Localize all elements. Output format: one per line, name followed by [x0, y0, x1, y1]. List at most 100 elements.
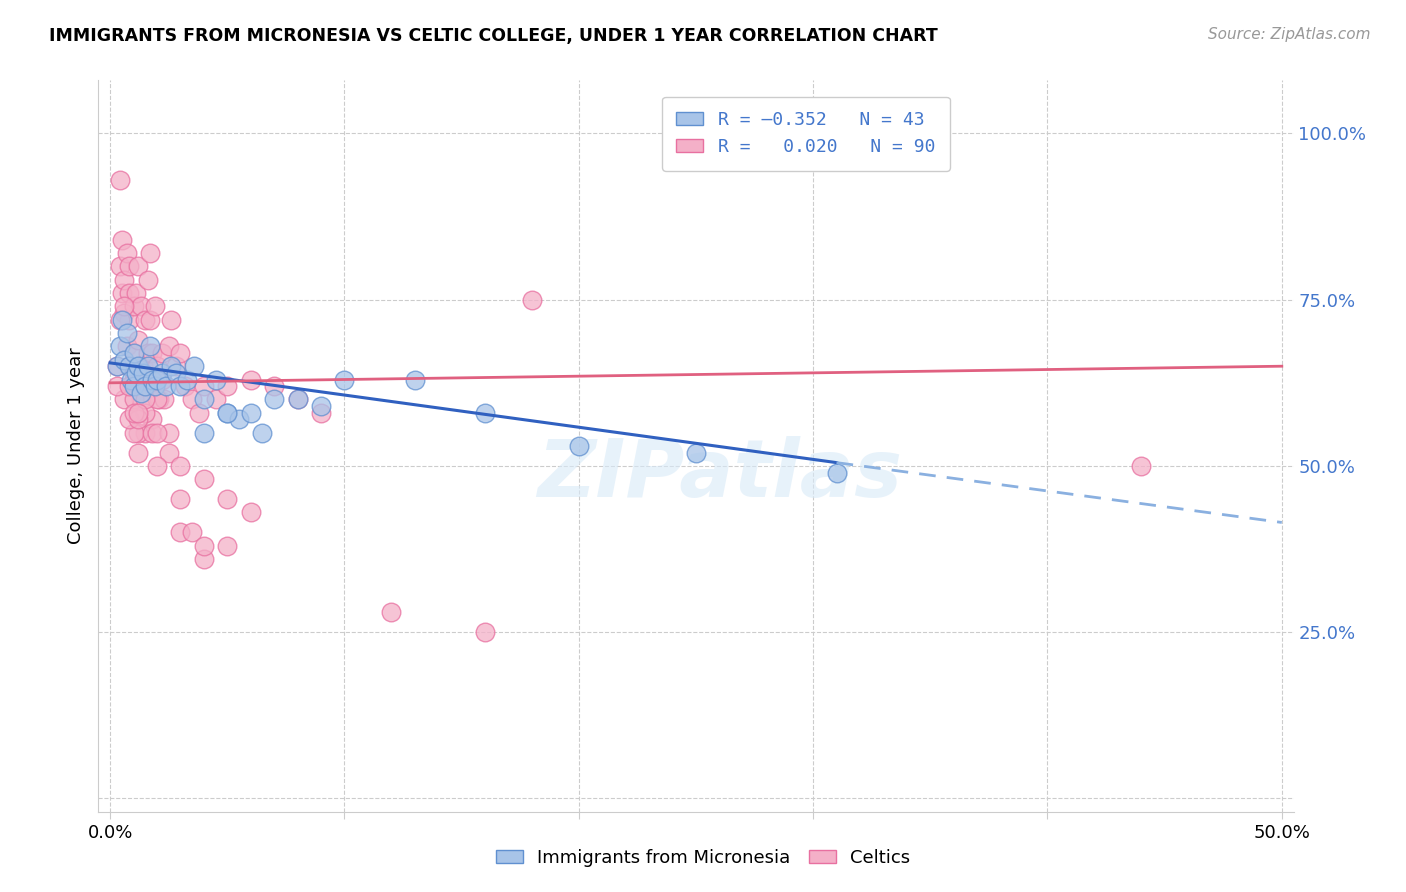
Point: [136, 346, 159, 360]
Point: [108, 260, 131, 274]
Legend: Immigrants from Micronesia, Celtics: Immigrants from Micronesia, Celtics: [488, 842, 918, 874]
Point: [193, 552, 215, 566]
Point: [122, 372, 145, 386]
Point: [134, 379, 156, 393]
Point: [112, 299, 135, 313]
Point: [181, 525, 204, 540]
Point: [169, 346, 191, 360]
Text: IMMIGRANTS FROM MICRONESIA VS CELTIC COLLEGE, UNDER 1 YEAR CORRELATION CHART: IMMIGRANTS FROM MICRONESIA VS CELTIC COL…: [49, 27, 938, 45]
Point: [122, 379, 145, 393]
Point: [118, 359, 141, 374]
Point: [474, 406, 496, 420]
Point: [309, 399, 332, 413]
Point: [136, 359, 159, 374]
Point: [217, 539, 239, 553]
Point: [127, 406, 149, 420]
Point: [118, 312, 141, 326]
Point: [169, 379, 191, 393]
Point: [204, 372, 226, 386]
Point: [193, 379, 215, 393]
Point: [520, 293, 543, 307]
Point: [404, 372, 426, 386]
Point: [141, 346, 163, 360]
Point: [193, 425, 215, 440]
Point: [108, 312, 131, 326]
Point: [204, 392, 226, 407]
Point: [174, 379, 197, 393]
Point: [685, 445, 707, 459]
Point: [825, 466, 848, 480]
Point: [132, 359, 155, 374]
Point: [115, 246, 138, 260]
Point: [118, 359, 141, 374]
Point: [157, 445, 180, 459]
Point: [146, 458, 169, 473]
Point: [115, 339, 138, 353]
Point: [111, 286, 134, 301]
Point: [112, 352, 135, 367]
Point: [120, 379, 142, 393]
Point: [125, 366, 148, 380]
Point: [108, 339, 131, 353]
Point: [127, 425, 149, 440]
Point: [181, 392, 204, 407]
Point: [380, 605, 402, 619]
Point: [217, 406, 239, 420]
Point: [122, 425, 145, 440]
Point: [287, 392, 309, 407]
Point: [134, 425, 156, 440]
Point: [122, 406, 145, 420]
Point: [143, 299, 166, 313]
Point: [263, 392, 285, 407]
Point: [160, 312, 183, 326]
Point: [127, 412, 149, 426]
Point: [134, 392, 156, 407]
Point: [120, 372, 142, 386]
Point: [148, 392, 170, 407]
Point: [108, 173, 131, 187]
Point: [122, 346, 145, 360]
Point: [125, 379, 148, 393]
Point: [146, 392, 169, 407]
Point: [105, 359, 128, 374]
Point: [252, 425, 274, 440]
Point: [118, 286, 141, 301]
Point: [141, 412, 163, 426]
Point: [127, 260, 149, 274]
Point: [157, 425, 180, 440]
Point: [239, 372, 262, 386]
Point: [127, 359, 149, 374]
Point: [127, 333, 149, 347]
Point: [146, 425, 169, 440]
Point: [169, 492, 191, 507]
Text: Source: ZipAtlas.com: Source: ZipAtlas.com: [1208, 27, 1371, 42]
Point: [105, 379, 128, 393]
Point: [118, 260, 141, 274]
Point: [155, 379, 177, 393]
Point: [160, 359, 183, 374]
Point: [127, 406, 149, 420]
Point: [134, 406, 156, 420]
Point: [139, 312, 162, 326]
Point: [146, 359, 169, 374]
Point: [239, 506, 262, 520]
Point: [176, 372, 198, 386]
Point: [112, 392, 135, 407]
Point: [157, 339, 180, 353]
Point: [139, 246, 162, 260]
Point: [122, 299, 145, 313]
Point: [115, 326, 138, 340]
Point: [139, 339, 162, 353]
Point: [568, 439, 591, 453]
Point: [112, 273, 135, 287]
Point: [143, 379, 166, 393]
Point: [122, 366, 145, 380]
Point: [287, 392, 309, 407]
Point: [153, 392, 176, 407]
Text: ZIPatlas: ZIPatlas: [537, 436, 903, 515]
Point: [141, 379, 163, 393]
Point: [112, 306, 135, 320]
Point: [183, 359, 205, 374]
Point: [136, 273, 159, 287]
Point: [132, 366, 155, 380]
